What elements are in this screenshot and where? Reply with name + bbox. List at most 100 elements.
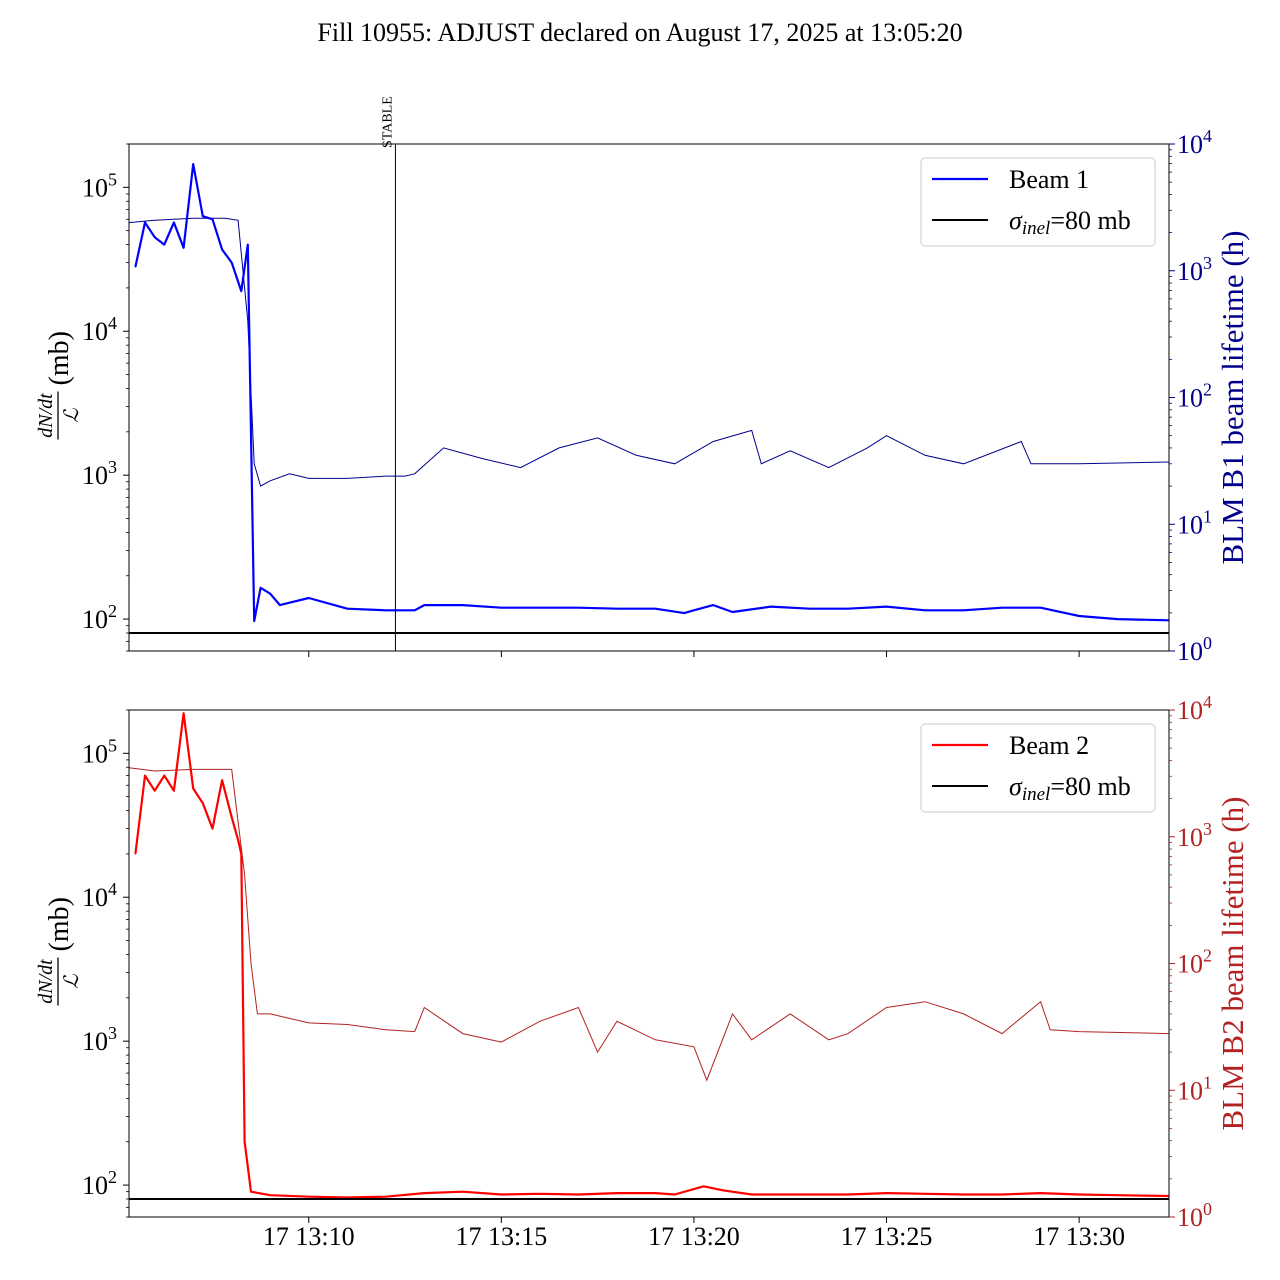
y2-tick-label: 104 [1177,126,1212,159]
beam-point [885,606,888,608]
beam-point [221,248,223,251]
beam-point [770,606,772,608]
beam-point [134,853,136,855]
beam-point [231,816,233,818]
beam-point [183,712,185,714]
series-beam-line [134,163,1169,623]
beam-point [731,611,734,613]
figure-title: Fill 10955: ADJUST declared on August 17… [317,18,963,47]
beam-point [288,602,291,604]
beam-point [1078,1193,1080,1196]
beam-point [308,1196,310,1198]
y-axis-label: dN/dt ℒ (mb) [35,331,83,440]
beam-point [1040,607,1042,609]
beam-point [963,1193,965,1196]
beam-point [1001,607,1003,609]
beam-point [346,608,348,610]
y2-axis-label: BLM B1 beam lifetime (h) [1215,230,1250,564]
plot-area [129,163,1169,635]
beam-point [240,853,242,855]
y-tick-label: 103 [82,1023,117,1056]
series-lifetime-line [129,767,1169,1082]
beam-point [244,1141,246,1143]
panel-beam2: 17 13:10 17 13:15 17 13:20 17 13:25 17 13:30… [35,692,1250,1251]
y-label-unit: (mb) [44,897,75,951]
x-tick-label: 17 13:20 [648,1222,740,1251]
y-tick-label: 105 [82,735,117,768]
beam-point [751,1193,753,1196]
legend-label-beam: Beam 2 [1009,731,1089,760]
legend: Beam 2 σinel=80 mb [920,723,1156,813]
beam-point [924,609,926,611]
panel-beam1: STABLE 102 103 104 105 100 101 102 103 104 dN/dt ℒ (… [35,96,1250,666]
beam-point [308,597,310,599]
legend: Beam 1 σinel=80 mb [920,157,1156,247]
beam-point [423,604,425,606]
beam-point [144,221,146,224]
beam-point [173,790,175,792]
beam-point [192,163,194,165]
beam-point [577,1193,580,1196]
beam-point [240,290,242,292]
beam-point [247,244,249,246]
beam-point [722,1189,724,1191]
y-label-numerator: dN/dt [35,393,57,438]
beam-point [577,607,580,609]
y2-tick-label: 103 [1177,253,1212,286]
beam-point [1117,1194,1119,1196]
beam-point [885,1192,888,1194]
beam-point [192,787,194,790]
y-tick-label: 104 [82,313,117,346]
beam-point [202,802,204,804]
beam-point [500,1193,502,1196]
y-label-numerator: dN/dt [35,959,57,1004]
beam-point [616,1192,618,1194]
beam-point [211,828,214,830]
plot-area [129,712,1169,1201]
beam-point [462,1191,464,1193]
beam-point [847,1193,849,1196]
beam-point [683,612,685,614]
beam-point [1117,618,1119,620]
y-tick-label: 102 [82,1167,117,1200]
beam-point [385,1196,387,1198]
beam-point [385,609,387,611]
beam-point [462,604,464,606]
beam-point [693,609,695,611]
beam-point [154,236,156,238]
beam-point [183,247,185,249]
beam-point [1078,615,1080,617]
beam-point [231,262,233,264]
beam-point [173,221,175,224]
beam-point [163,775,165,777]
beam-point [539,607,541,609]
y2-tick-label: 103 [1177,819,1212,852]
y-axis-label: dN/dt ℒ (mb) [35,897,83,1006]
beam-point [924,1193,926,1195]
beam-point [269,1194,271,1196]
beam-point [269,593,271,595]
beam-point [250,1191,252,1193]
y-tick-label: 104 [82,879,117,912]
y-tick-label: 102 [82,601,117,634]
x-tick-label: 17 13:15 [455,1222,547,1251]
y2-tick-label: 104 [1177,692,1212,725]
beam-point [1040,1192,1042,1194]
beam-point [770,1193,772,1196]
beam-point [1001,1193,1003,1196]
beam-point [423,1192,425,1194]
y-tick-label: 105 [82,169,117,202]
y2-tick-label: 101 [1177,506,1212,539]
legend-label-beam: Beam 1 [1009,165,1089,194]
beam-point [847,608,849,610]
y2-tick-label: 102 [1177,946,1212,979]
y2-tick-label: 101 [1177,1072,1212,1105]
legend-label-sigma: σinel=80 mb [1009,206,1131,239]
legend-label-sigma: σinel=80 mb [1009,772,1131,805]
beam-point [202,215,204,217]
beam-point [808,1193,811,1196]
x-tick-label: 17 13:30 [1033,1222,1125,1251]
y2-tick-label: 100 [1177,633,1212,666]
x-tick-label: 17 13:25 [841,1222,933,1251]
